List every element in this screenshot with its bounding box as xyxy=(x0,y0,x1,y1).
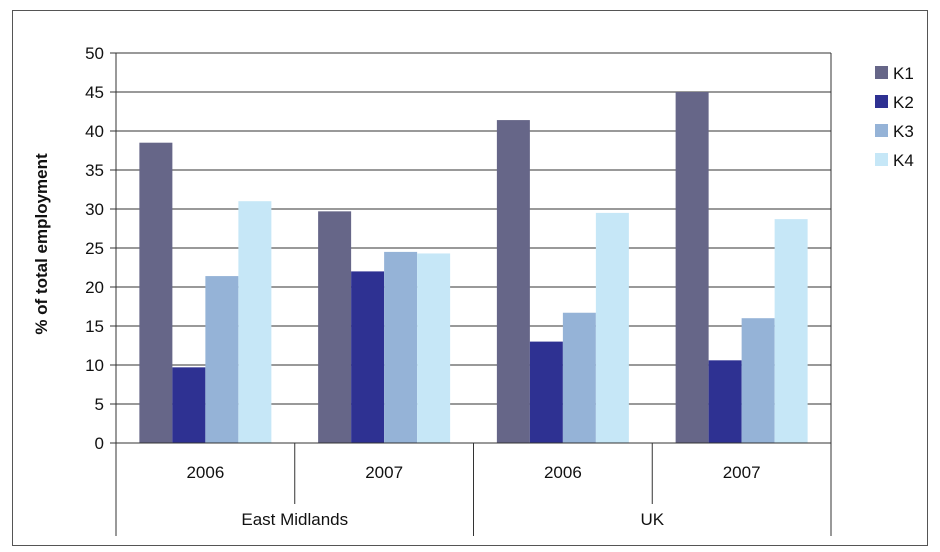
bars xyxy=(139,92,808,443)
x-category-label: 2007 xyxy=(365,463,403,482)
y-tick-labels: 0 5 10 15 20 25 30 35 40 45 50 xyxy=(85,44,104,453)
bar-k3 xyxy=(562,312,596,443)
bar-k2 xyxy=(351,271,385,443)
y-tick-label: 20 xyxy=(85,278,104,297)
legend-swatch-k3 xyxy=(875,124,888,137)
bar-k1 xyxy=(675,92,709,443)
legend-label: K2 xyxy=(893,93,914,112)
y-tick-label: 30 xyxy=(85,200,104,219)
legend-label: K1 xyxy=(893,64,914,83)
y-tick-label: 40 xyxy=(85,122,104,141)
bar-k4 xyxy=(417,253,451,443)
x-category-label: 2006 xyxy=(186,463,224,482)
x-category-label: 2007 xyxy=(723,463,761,482)
bar-k3 xyxy=(384,251,418,443)
y-tick-label: 10 xyxy=(85,356,104,375)
bar-k3 xyxy=(205,276,239,443)
y-tick-label: 50 xyxy=(85,44,104,63)
bar-k2 xyxy=(172,367,206,443)
chart-frame: 0 5 10 15 20 25 30 35 40 45 50 2006 2007 2006 2007 Eas… xyxy=(12,10,928,546)
y-tick-label: 25 xyxy=(85,239,104,258)
axes xyxy=(110,52,832,536)
legend-label: K4 xyxy=(893,151,914,170)
y-axis-label: % of total employment xyxy=(32,153,51,335)
bar-k2 xyxy=(529,341,563,443)
bar-k2 xyxy=(708,360,742,443)
bar-k1 xyxy=(496,120,530,443)
legend-swatch-k4 xyxy=(875,153,888,166)
y-tick-label: 0 xyxy=(95,434,104,453)
bar-k3 xyxy=(741,318,775,443)
legend: K1 K2 K3 K4 xyxy=(875,64,914,170)
bar-k4 xyxy=(595,212,629,443)
x-group-label: UK xyxy=(640,510,664,529)
y-tick-label: 45 xyxy=(85,83,104,102)
x-group-label: East Midlands xyxy=(241,510,348,529)
legend-swatch-k2 xyxy=(875,95,888,108)
bar-k4 xyxy=(238,201,272,443)
y-tick-label: 35 xyxy=(85,161,104,180)
y-tick-label: 15 xyxy=(85,317,104,336)
legend-label: K3 xyxy=(893,122,914,141)
bar-k1 xyxy=(318,211,352,443)
bar-k1 xyxy=(139,142,173,443)
x-category-label: 2006 xyxy=(544,463,582,482)
y-tick-label: 5 xyxy=(95,395,104,414)
bar-chart: 0 5 10 15 20 25 30 35 40 45 50 2006 2007 2006 2007 Eas… xyxy=(32,44,914,536)
bar-k4 xyxy=(774,219,808,443)
legend-swatch-k1 xyxy=(875,66,888,79)
x-category-labels: 2006 2007 2006 2007 East Midlands UK xyxy=(186,463,760,529)
